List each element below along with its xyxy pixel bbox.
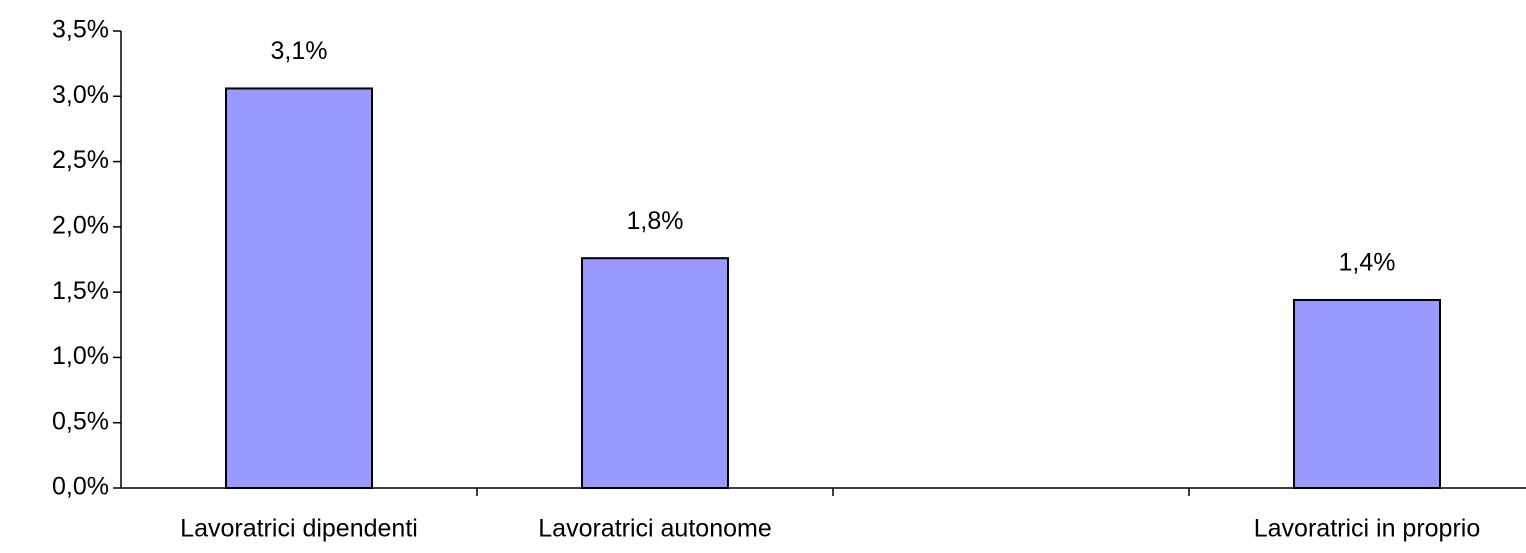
bar [581,257,729,489]
x-tick-label: Lavoratrici dipendenti [180,515,418,543]
y-tick-label: 2,5% [52,146,109,174]
x-tick-label: Lavoratrici in proprio [1254,515,1481,543]
y-tick-label: 2,0% [52,211,109,239]
y-tick-label: 0,0% [52,473,109,501]
x-tick-label: Lavoratrici autonome [538,515,771,543]
data-label: 3,1% [271,37,328,65]
y-tick-label: 0,5% [52,407,109,435]
y-tick-label: 3,0% [52,81,109,109]
data-label: 1,4% [1339,249,1396,277]
bar [1293,298,1441,489]
bar [225,87,373,490]
y-tick-label: 1,5% [52,277,109,305]
y-tick-label: 3,5% [52,16,109,44]
data-label: 1,8% [627,207,684,235]
y-tick-label: 1,0% [52,342,109,370]
